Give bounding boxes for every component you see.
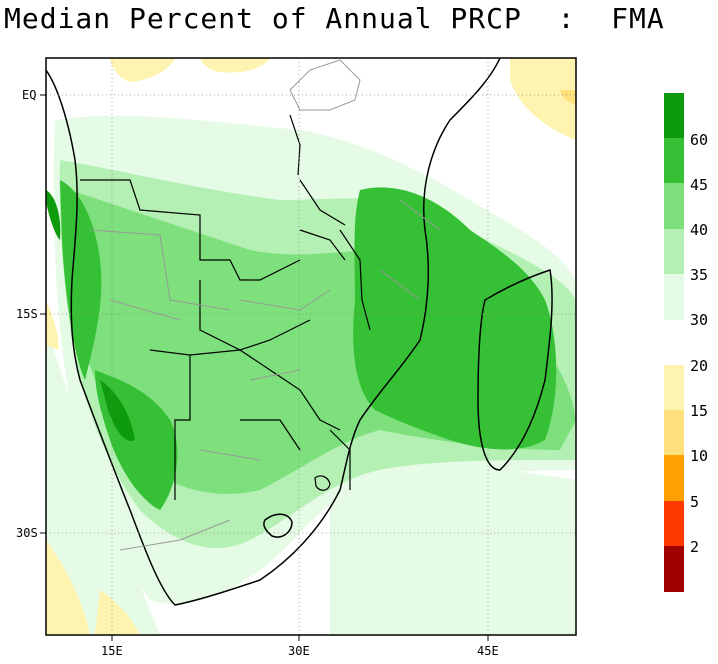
lon-label-30e: 30E [288,644,310,658]
colorbar-upper [664,93,684,320]
colorbar-swatch-30 [664,274,684,320]
colorbar-label-2: 2 [690,538,700,556]
colorbar-label-35: 35 [690,266,709,284]
axis-ticks [40,94,489,641]
grid-lines [46,58,576,635]
colorbar-label-60: 60 [690,131,709,149]
lat-label-eq: EQ [22,88,37,102]
colorbar-swatch-2 [664,546,684,592]
colorbar-label-20: 20 [690,357,709,375]
colorbar-label-5: 5 [690,493,700,511]
lon-label-15e: 15E [101,644,123,658]
colorbar-swatch-5 [664,501,684,546]
colorbar-label-10: 10 [690,447,709,465]
colorbar-label-15: 15 [690,402,709,420]
colorbar-swatch-60 [664,93,684,138]
colorbar-swatch-20 [664,365,684,410]
colorbar-swatch-15 [664,410,684,455]
colorbar-lower [664,365,684,592]
lat-label-30s: 30S [16,526,38,540]
colorbar-label-40: 40 [690,221,709,239]
colorbar-swatch-35 [664,229,684,274]
map-frame [45,57,577,636]
colorbar-swatch-45 [664,138,684,183]
colorbar-swatch-40 [664,183,684,229]
map-borders-layer [46,58,553,606]
colorbar-label-45: 45 [690,176,709,194]
colorbar-label-30: 30 [690,311,709,329]
lat-label-15s: 15S [16,307,38,321]
map-fill-layer [46,58,576,635]
map-title: Median Percent of Annual PRCP : FMA [4,2,665,35]
lon-label-45e: 45E [477,644,499,658]
colorbar-swatch-10 [664,455,684,501]
